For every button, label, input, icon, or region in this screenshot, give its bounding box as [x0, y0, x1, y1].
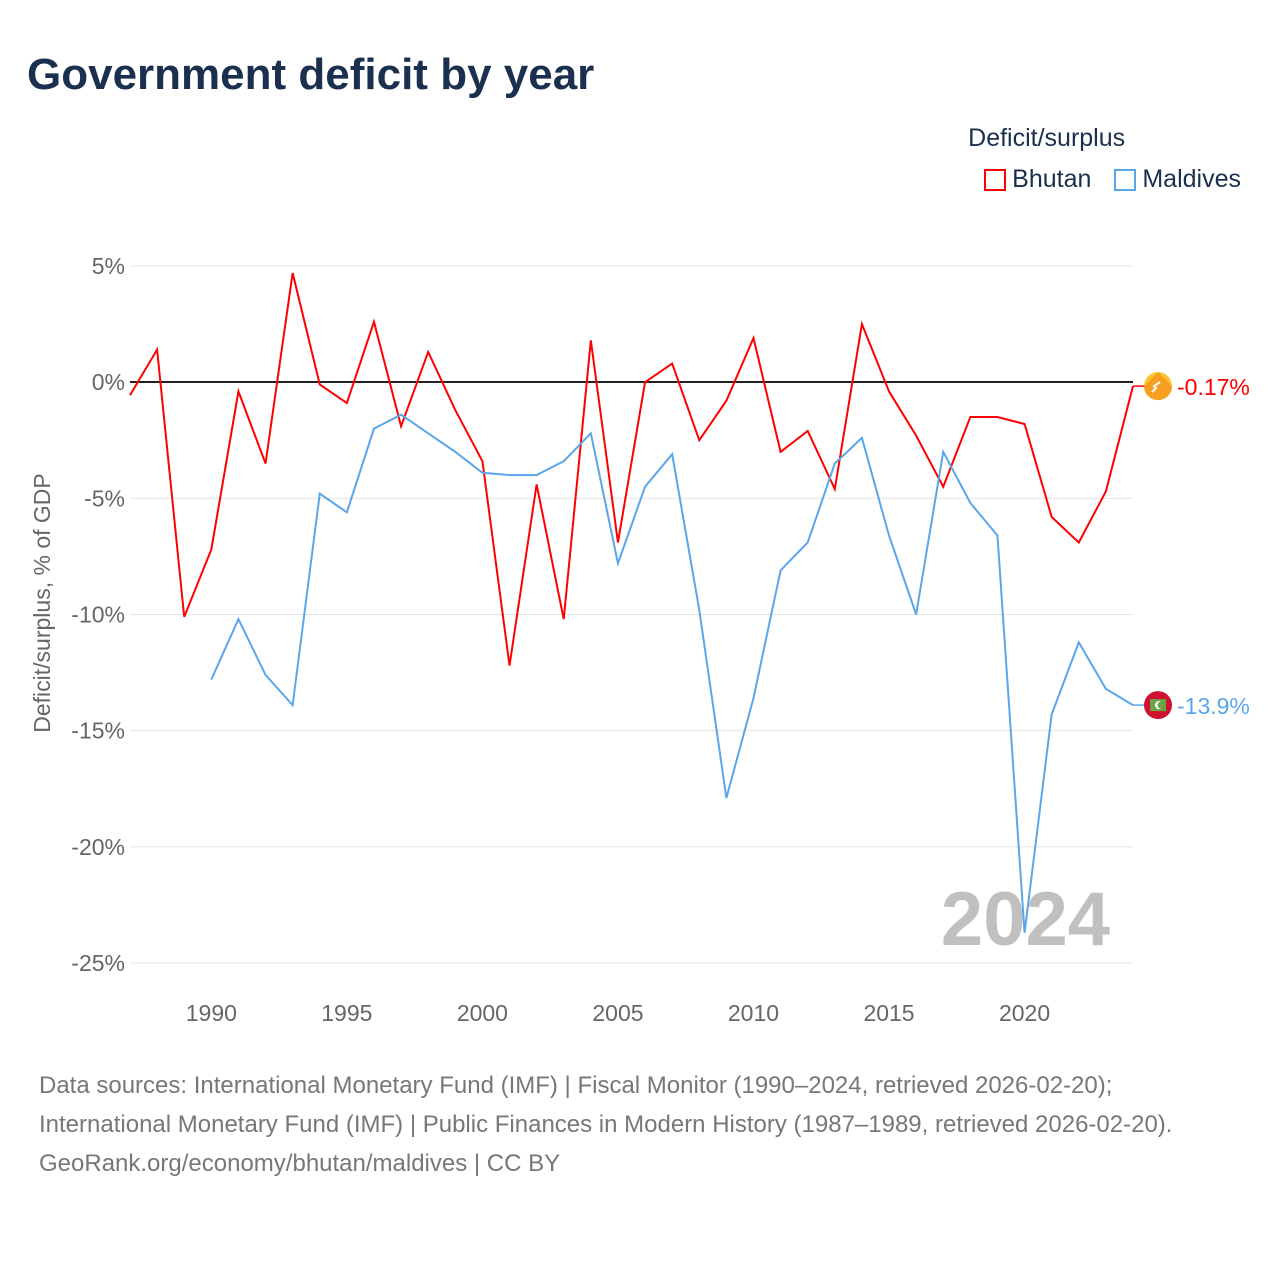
data-sources: Data sources: International Monetary Fun…: [39, 1072, 1173, 1138]
legend-swatch-maldives: [1114, 168, 1137, 191]
y-tick-label: 5%: [92, 253, 125, 279]
y-tick-label: -15%: [71, 718, 125, 744]
x-tick-label: 1990: [186, 1000, 237, 1026]
x-tick-label: 2005: [592, 1000, 643, 1026]
line-chart: 5% 0% -5% -10% -15% -20% -25% 1990 1995 2000 2005 2…: [29, 253, 1250, 1026]
legend-swatch-bhutan: [984, 168, 1007, 191]
legend-label: Bhutan: [1012, 165, 1092, 193]
series-line-maldives: [210, 413, 1134, 933]
y-axis-label: Deficit/surplus, % of GDP: [29, 473, 55, 732]
x-tick-label: 2010: [728, 1000, 779, 1026]
credit-link[interactable]: GeoRank.org/economy/bhutan/maldives | CC…: [39, 1150, 561, 1177]
x-tick-label: 2020: [999, 1000, 1050, 1026]
legend-item-maldives[interactable]: Maldives: [1114, 165, 1241, 194]
bhutan-flag-icon: [1144, 372, 1172, 401]
x-tick-label: 2015: [863, 1000, 914, 1026]
y-tick-label: 0%: [92, 369, 125, 395]
legend-item-bhutan[interactable]: Bhutan: [984, 165, 1091, 194]
chart-title: Government deficit by year: [27, 50, 595, 99]
footer: Data sources: International Monetary Fun…: [39, 1066, 1239, 1183]
legend-title: Deficit/surplus: [968, 124, 1126, 152]
end-value-label: -0.17%: [1177, 374, 1250, 400]
y-tick-label: -20%: [71, 834, 125, 860]
legend-label: Maldives: [1142, 165, 1241, 193]
series-line-bhutan: [129, 272, 1134, 666]
y-tick-label: -25%: [71, 950, 125, 976]
x-tick-label: 1995: [321, 1000, 372, 1026]
maldives-flag-icon: [1144, 691, 1172, 720]
x-tick-label: 2000: [457, 1000, 508, 1026]
y-tick-label: -5%: [84, 485, 125, 511]
y-tick-label: -10%: [71, 602, 125, 628]
end-value-label: -13.9%: [1177, 693, 1250, 719]
legend: Deficit/surplus Bhutan Maldives: [968, 124, 1241, 198]
